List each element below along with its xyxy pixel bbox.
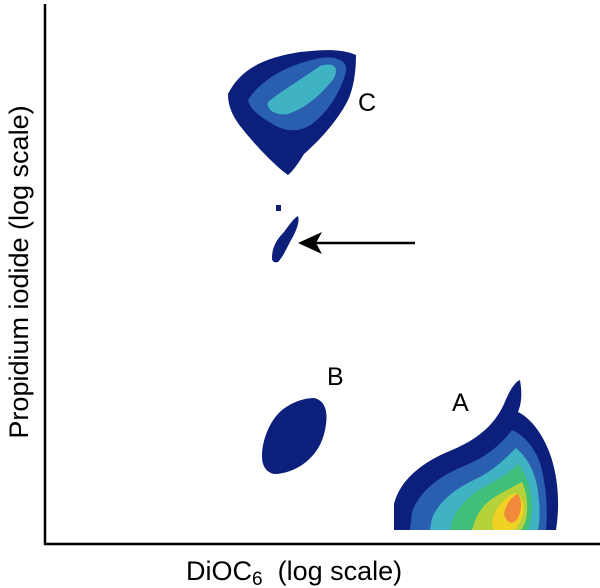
x-axis-title-suffix: (log scale): [263, 556, 403, 586]
population-label-c: C: [358, 89, 376, 117]
x-axis-title-main: DiOC: [186, 556, 252, 586]
intermediate-population-blob: [272, 216, 299, 263]
population-a-density: [394, 380, 559, 530]
intermediate-population-dot: [276, 205, 281, 211]
population-c-density: [228, 50, 356, 176]
intermediate-population-density: [272, 205, 299, 263]
population-a-level-7: [504, 494, 521, 523]
arrow-annotation: [298, 232, 415, 254]
y-axis-title: Propidium iodide (log scale): [4, 105, 34, 438]
x-axis-title: DiOC6 (log scale): [186, 556, 402, 588]
population-c-level-3: [267, 64, 337, 115]
population-b-level-1: [262, 398, 327, 474]
arrow-head: [298, 232, 322, 254]
population-label-b: B: [327, 363, 344, 391]
population-b-density: [262, 398, 327, 474]
x-axis-title-subscript: 6: [252, 569, 263, 588]
population-label-a: A: [452, 389, 469, 417]
